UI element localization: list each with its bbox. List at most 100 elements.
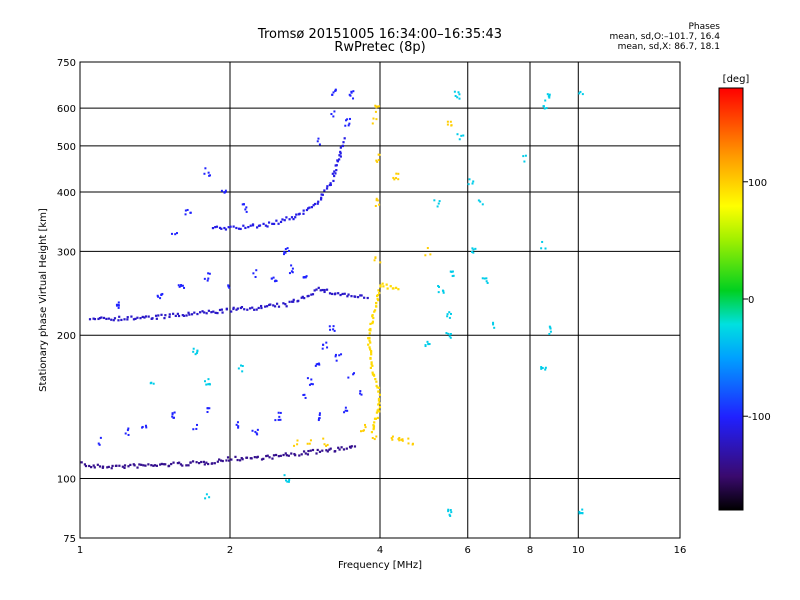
echo-point bbox=[268, 456, 271, 459]
echo-point bbox=[192, 350, 195, 353]
echo-point bbox=[427, 343, 430, 346]
echo-point bbox=[544, 99, 547, 102]
echo-point bbox=[254, 430, 257, 433]
echo-point bbox=[407, 437, 410, 440]
echo-point bbox=[237, 425, 240, 428]
echo-point bbox=[203, 172, 206, 175]
echo-point bbox=[232, 306, 235, 309]
echo-point bbox=[369, 341, 372, 344]
echo-point bbox=[481, 203, 484, 206]
echo-point bbox=[326, 443, 329, 446]
echo-point bbox=[168, 313, 171, 316]
echo-point bbox=[319, 198, 323, 201]
echo-point bbox=[369, 356, 372, 360]
echo-point bbox=[329, 447, 332, 450]
echo-point bbox=[328, 292, 332, 295]
echo-point bbox=[345, 447, 348, 450]
echo-point bbox=[450, 511, 453, 514]
phases-heading: Phases bbox=[688, 22, 720, 32]
echo-point bbox=[467, 183, 470, 186]
echo-point bbox=[264, 305, 267, 308]
echo-point bbox=[308, 206, 311, 209]
echo-point bbox=[84, 464, 88, 468]
echo-point bbox=[257, 306, 260, 310]
echo-point bbox=[117, 304, 120, 307]
echo-point bbox=[303, 297, 306, 300]
echo-point bbox=[369, 329, 372, 332]
echo-point bbox=[371, 314, 374, 317]
echo-point bbox=[376, 416, 379, 420]
echo-point bbox=[283, 474, 286, 477]
echo-point bbox=[271, 222, 274, 225]
x-axis-ticks: 1 2 4 6 8 10 16 bbox=[77, 545, 687, 556]
echo-point bbox=[333, 110, 336, 113]
plot-frame bbox=[79, 61, 681, 539]
echo-point bbox=[181, 284, 184, 287]
echo-point bbox=[283, 219, 286, 222]
echo-point bbox=[447, 332, 450, 335]
echo-point bbox=[198, 462, 201, 465]
echo-point bbox=[279, 418, 282, 421]
echo-point bbox=[266, 225, 269, 228]
echo-point bbox=[353, 372, 356, 375]
echo-point bbox=[315, 363, 318, 366]
echo-point bbox=[220, 189, 223, 192]
echo-point bbox=[481, 277, 484, 280]
x-tick-label: 4 bbox=[377, 545, 383, 556]
echo-point bbox=[321, 347, 324, 350]
echo-point bbox=[307, 207, 310, 210]
echo-point bbox=[395, 286, 398, 289]
echo-point bbox=[579, 90, 582, 93]
echo-point bbox=[288, 218, 291, 221]
echo-point bbox=[219, 459, 223, 462]
echo-point bbox=[312, 204, 315, 207]
echo-point bbox=[373, 309, 377, 312]
echo-point bbox=[237, 227, 241, 230]
echo-point bbox=[249, 224, 252, 227]
echo-point bbox=[290, 270, 293, 273]
echo-point bbox=[234, 455, 237, 458]
echo-point bbox=[144, 464, 147, 467]
echo-point bbox=[287, 480, 290, 483]
echo-point bbox=[189, 211, 192, 214]
echo-point bbox=[329, 182, 332, 185]
echo-point bbox=[348, 122, 351, 125]
echo-point bbox=[540, 366, 543, 369]
echo-point bbox=[377, 397, 381, 400]
echo-point bbox=[373, 421, 376, 424]
echo-point bbox=[377, 399, 381, 402]
phases-mean-x: mean, sd,X: 86.7, 18.1 bbox=[617, 42, 720, 52]
echo-point bbox=[359, 392, 362, 395]
echo-point bbox=[379, 261, 382, 264]
echo-point bbox=[284, 251, 287, 254]
echo-point bbox=[375, 197, 378, 200]
echo-point bbox=[178, 285, 181, 288]
echo-point bbox=[374, 417, 377, 420]
echo-point bbox=[328, 448, 331, 451]
echo-point bbox=[120, 318, 123, 322]
echo-point bbox=[544, 366, 547, 369]
echo-point bbox=[338, 354, 341, 357]
echo-point bbox=[342, 141, 345, 144]
echo-point bbox=[372, 425, 376, 428]
echo-point bbox=[318, 450, 322, 453]
echo-point bbox=[269, 303, 272, 306]
echo-point bbox=[348, 117, 351, 120]
echo-point bbox=[155, 464, 158, 467]
echo-point bbox=[126, 429, 129, 432]
echo-point bbox=[302, 212, 305, 215]
echo-point bbox=[543, 107, 546, 110]
echo-point bbox=[338, 158, 341, 161]
echo-point bbox=[290, 264, 293, 267]
echo-point bbox=[477, 199, 480, 202]
echo-point bbox=[364, 426, 367, 429]
echo-point bbox=[168, 315, 171, 319]
echo-point bbox=[277, 418, 280, 421]
echo-point bbox=[93, 317, 97, 321]
echo-point bbox=[325, 187, 329, 190]
echo-point bbox=[92, 317, 95, 320]
colorbar-tick-label: -100 bbox=[748, 412, 771, 423]
echo-point bbox=[133, 464, 136, 467]
echo-point bbox=[378, 406, 382, 409]
echo-point bbox=[548, 96, 551, 99]
